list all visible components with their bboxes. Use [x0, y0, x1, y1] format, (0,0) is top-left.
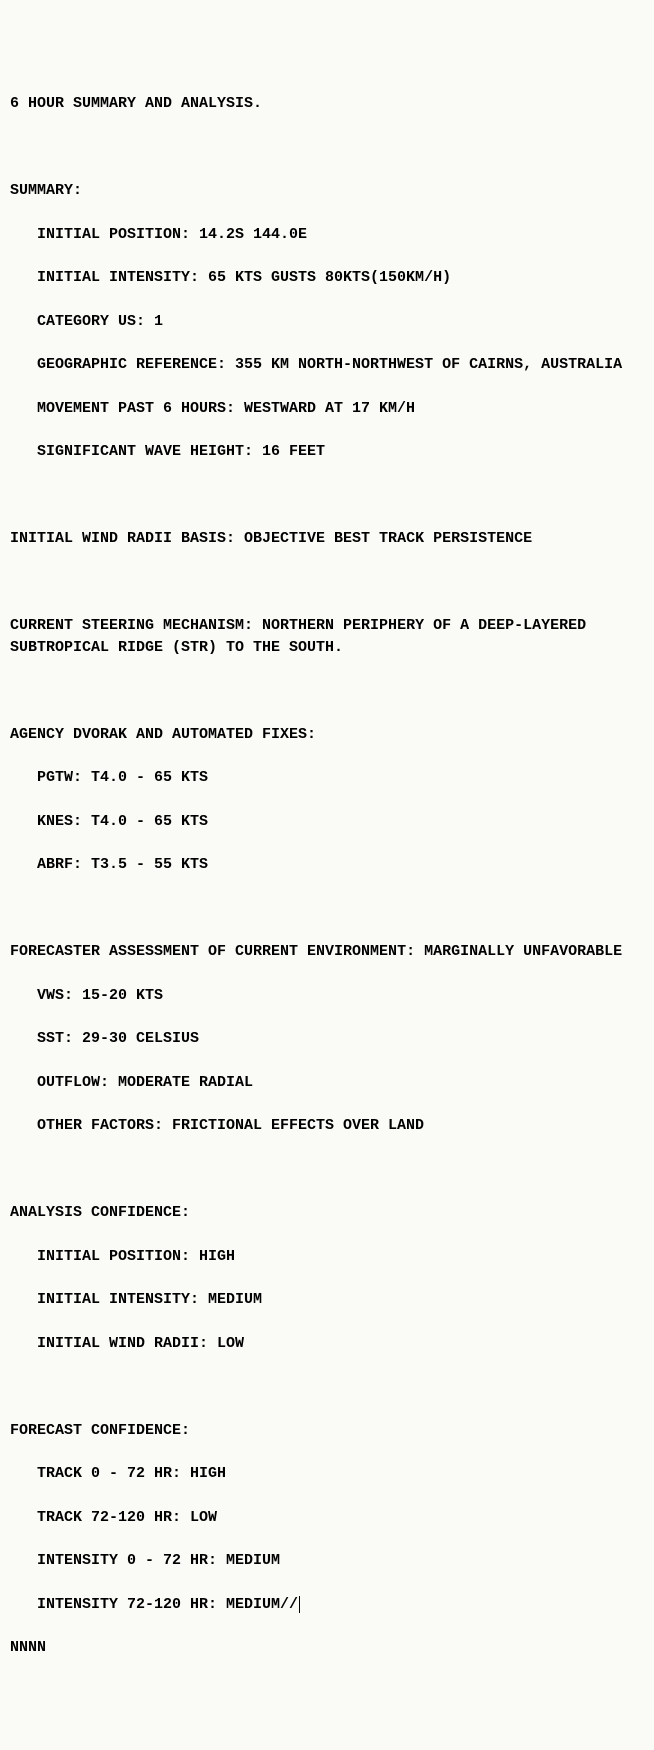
dvorak-knes: KNES: T4.0 - 65 KTS	[10, 811, 644, 833]
env-vws: VWS: 15-20 KTS	[10, 985, 644, 1007]
forecast-conf-track-0-72: TRACK 0 - 72 HR: HIGH	[10, 1463, 644, 1485]
forecast-conf-track-72-120: TRACK 72-120 HR: LOW	[10, 1507, 644, 1529]
blank	[10, 1159, 644, 1181]
forecast-confidence-title: FORECAST CONFIDENCE:	[10, 1420, 644, 1442]
blank	[10, 898, 644, 920]
summary-initial-position: INITIAL POSITION: 14.2S 144.0E	[10, 224, 644, 246]
summary-geo-ref: GEOGRAPHIC REFERENCE: 355 KM NORTH-NORTH…	[10, 354, 644, 376]
forecast-conf-intensity-72-120: INTENSITY 72-120 HR: MEDIUM//	[10, 1594, 644, 1616]
summary-movement: MOVEMENT PAST 6 HOURS: WESTWARD AT 17 KM…	[10, 398, 644, 420]
blank	[10, 572, 644, 594]
summary-wave-height: SIGNIFICANT WAVE HEIGHT: 16 FEET	[10, 441, 644, 463]
analysis-confidence-title: ANALYSIS CONFIDENCE:	[10, 1202, 644, 1224]
header-line: 6 HOUR SUMMARY AND ANALYSIS.	[10, 93, 644, 115]
analysis-conf-wind-radii: INITIAL WIND RADII: LOW	[10, 1333, 644, 1355]
env-other: OTHER FACTORS: FRICTIONAL EFFECTS OVER L…	[10, 1115, 644, 1137]
forecast-conf-intensity-72-120-text: INTENSITY 72-120 HR: MEDIUM//	[37, 1596, 298, 1613]
env-sst: SST: 29-30 CELSIUS	[10, 1028, 644, 1050]
blank	[10, 680, 644, 702]
dvorak-abrf: ABRF: T3.5 - 55 KTS	[10, 854, 644, 876]
terminator: NNNN	[10, 1637, 644, 1659]
dvorak-pgtw: PGTW: T4.0 - 65 KTS	[10, 767, 644, 789]
blank	[10, 137, 644, 159]
analysis-conf-position: INITIAL POSITION: HIGH	[10, 1246, 644, 1268]
environment-title: FORECASTER ASSESSMENT OF CURRENT ENVIRON…	[10, 941, 644, 963]
text-cursor	[299, 1596, 300, 1613]
summary-title: SUMMARY:	[10, 180, 644, 202]
wind-radii-basis: INITIAL WIND RADII BASIS: OBJECTIVE BEST…	[10, 528, 644, 550]
forecast-conf-intensity-0-72: INTENSITY 0 - 72 HR: MEDIUM	[10, 1550, 644, 1572]
blank	[10, 1376, 644, 1398]
env-outflow: OUTFLOW: MODERATE RADIAL	[10, 1072, 644, 1094]
blank	[10, 485, 644, 507]
analysis-conf-intensity: INITIAL INTENSITY: MEDIUM	[10, 1289, 644, 1311]
dvorak-title: AGENCY DVORAK AND AUTOMATED FIXES:	[10, 724, 644, 746]
steering-mechanism: CURRENT STEERING MECHANISM: NORTHERN PER…	[10, 615, 644, 659]
summary-category-us: CATEGORY US: 1	[10, 311, 644, 333]
summary-initial-intensity: INITIAL INTENSITY: 65 KTS GUSTS 80KTS(15…	[10, 267, 644, 289]
